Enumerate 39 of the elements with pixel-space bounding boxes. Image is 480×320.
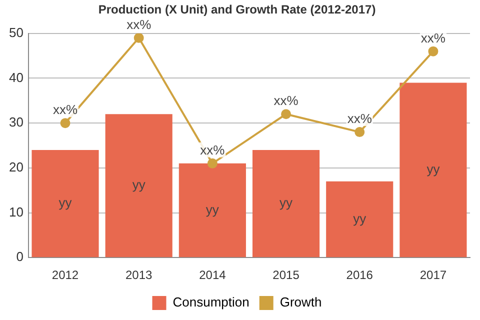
data-label: yy [132,177,146,192]
x-tick-label: 2015 [272,268,300,282]
y-tick-label: 10 [8,204,24,220]
bar [105,114,172,258]
legend-label: Consumption [172,294,250,310]
bar [400,82,467,258]
y-tick-label: 30 [8,114,24,130]
data-label: xx% [126,16,152,32]
x-tick-label: 2016 [346,268,374,282]
data-label: yy [280,195,294,210]
point [207,158,218,168]
data-label: xx% [420,30,446,46]
x-tick-label: 2017 [420,268,447,282]
point [281,109,292,120]
point [60,118,70,128]
data-label: yy [426,161,440,176]
chart-title: Production (X Unit) and Growth Rate (2012-2017) [98,2,376,17]
data-label: yy [353,210,367,226]
point [354,127,365,138]
x-tick-label: 2012 [52,268,79,282]
bar [326,181,394,258]
y-tick-label: 50 [8,24,24,40]
data-label: xx% [274,93,299,108]
x-tick-label: 2013 [125,268,153,282]
y-tick-label: 20 [8,160,24,174]
data-label: xx% [347,111,372,126]
bar [178,163,246,258]
data-label: xx% [52,102,78,118]
point [428,46,438,56]
point [134,33,144,43]
data-label: yy [206,202,220,217]
x-tick-label: 2014 [199,268,226,282]
data-label: xx% [200,142,226,158]
bar [32,150,99,258]
legend-label: Growth [280,294,322,310]
y-tick-label: 0 [16,249,24,264]
bar [252,150,320,258]
data-label: yy [58,195,72,210]
y-tick-label: 40 [8,70,24,85]
